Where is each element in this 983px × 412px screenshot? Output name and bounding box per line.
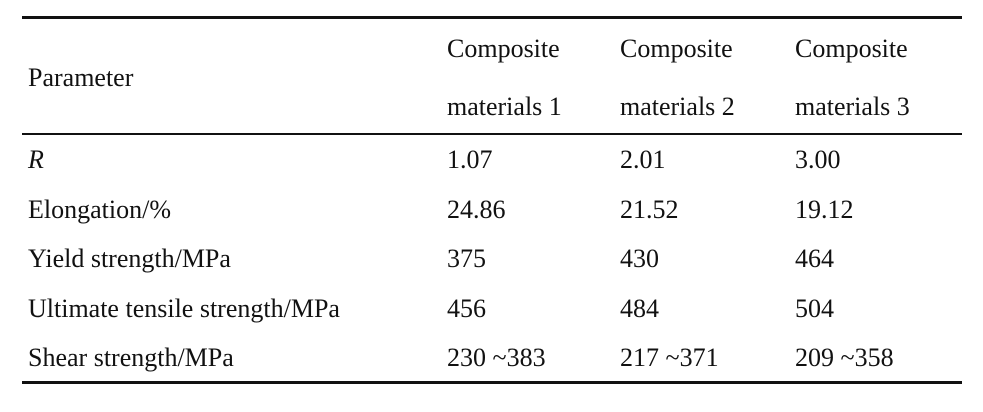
header-cell: Parameter	[28, 63, 134, 92]
table-cell: 456	[447, 293, 486, 323]
header-cell: Composite materials 2	[620, 34, 735, 121]
table-cell: 230 ~383	[447, 343, 546, 372]
table-cell: 24.86	[447, 194, 506, 224]
table-cell: 1.07	[447, 145, 493, 174]
table-cell: 375	[447, 244, 486, 273]
table-cell: 217 ~371	[620, 343, 719, 372]
table-cell: 2.01	[620, 145, 666, 174]
top-rule	[22, 16, 962, 19]
table-cell: Shear strength/MPa	[28, 343, 234, 372]
table-cell: 3.00	[795, 145, 841, 174]
table-cell: 19.12	[795, 194, 854, 224]
bottom-rule	[22, 381, 962, 384]
table-cell: 430	[620, 244, 659, 273]
table-cell: 504	[795, 293, 834, 323]
table-cell: 21.52	[620, 194, 679, 224]
header-cell: Composite materials 1	[447, 34, 562, 121]
header-rule	[22, 133, 962, 135]
table-cell: Yield strength/MPa	[28, 244, 231, 273]
table-cell: 209 ~358	[795, 343, 894, 372]
table-cell: Elongation/%	[28, 194, 171, 224]
table-cell: 464	[795, 244, 834, 273]
table-cell: Ultimate tensile strength/MPa	[28, 293, 340, 323]
table-cell: 484	[620, 293, 659, 323]
header-cell: Composite materials 3	[795, 34, 910, 121]
table-cell: R	[28, 145, 44, 174]
